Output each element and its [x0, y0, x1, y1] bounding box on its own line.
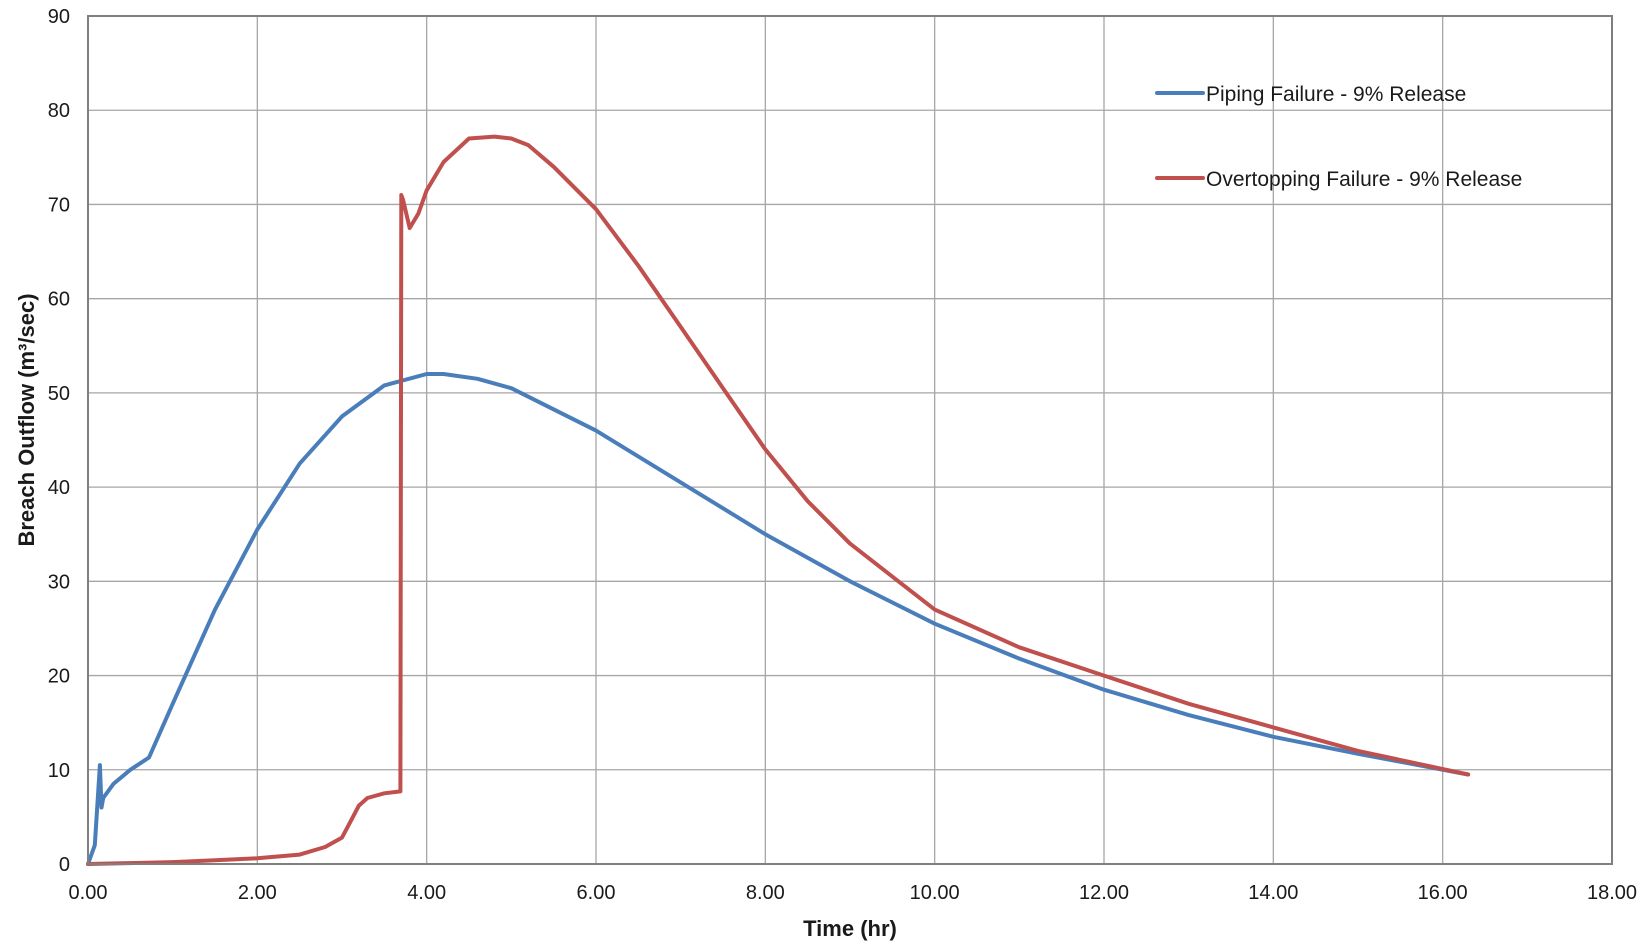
legend-item-piping: Piping Failure - 9% Release [1155, 83, 1466, 106]
x-tick-label: 18.00 [1587, 882, 1637, 904]
legend-item-overtopping: Overtopping Failure - 9% Release [1155, 168, 1522, 191]
y-tick-label: 20 [48, 666, 70, 688]
x-tick-label: 8.00 [746, 882, 785, 904]
legend-label-piping: Piping Failure - 9% Release [1206, 83, 1466, 106]
y-axis-title: Breach Outflow (m³/sec) [14, 293, 39, 546]
y-axis-ticks: 0 10 20 30 40 50 60 70 80 90 [48, 6, 70, 876]
series-line-overtopping [86, 134, 1471, 866]
x-tick-label: 0.00 [69, 882, 108, 904]
series-line-piping [86, 372, 1471, 866]
x-tick-label: 16.00 [1418, 882, 1468, 904]
y-tick-label: 10 [48, 760, 70, 782]
series-lines [86, 134, 1471, 866]
x-tick-label: 2.00 [238, 882, 277, 904]
x-tick-label: 14.00 [1248, 882, 1298, 904]
x-axis-ticks: 0.00 2.00 4.00 6.00 8.00 10.00 12.00 14.00 16.00… [69, 882, 1638, 904]
y-tick-label: 80 [48, 100, 70, 122]
x-tick-label: 10.00 [910, 882, 960, 904]
y-tick-label: 40 [48, 477, 70, 499]
y-tick-label: 70 [48, 194, 70, 216]
x-axis-title: Time (hr) [803, 916, 897, 941]
x-tick-label: 12.00 [1079, 882, 1129, 904]
y-tick-label: 50 [48, 383, 70, 405]
x-tick-label: 4.00 [407, 882, 446, 904]
y-tick-label: 30 [48, 571, 70, 593]
y-tick-label: 0 [59, 854, 70, 876]
legend-label-overtopping: Overtopping Failure - 9% Release [1206, 168, 1522, 191]
y-tick-label: 90 [48, 6, 70, 28]
plot-area-frame [87, 15, 1613, 865]
y-tick-label: 60 [48, 289, 70, 311]
legend: Piping Failure - 9% Release Overtopping … [1155, 83, 1522, 191]
x-tick-label: 6.00 [577, 882, 616, 904]
